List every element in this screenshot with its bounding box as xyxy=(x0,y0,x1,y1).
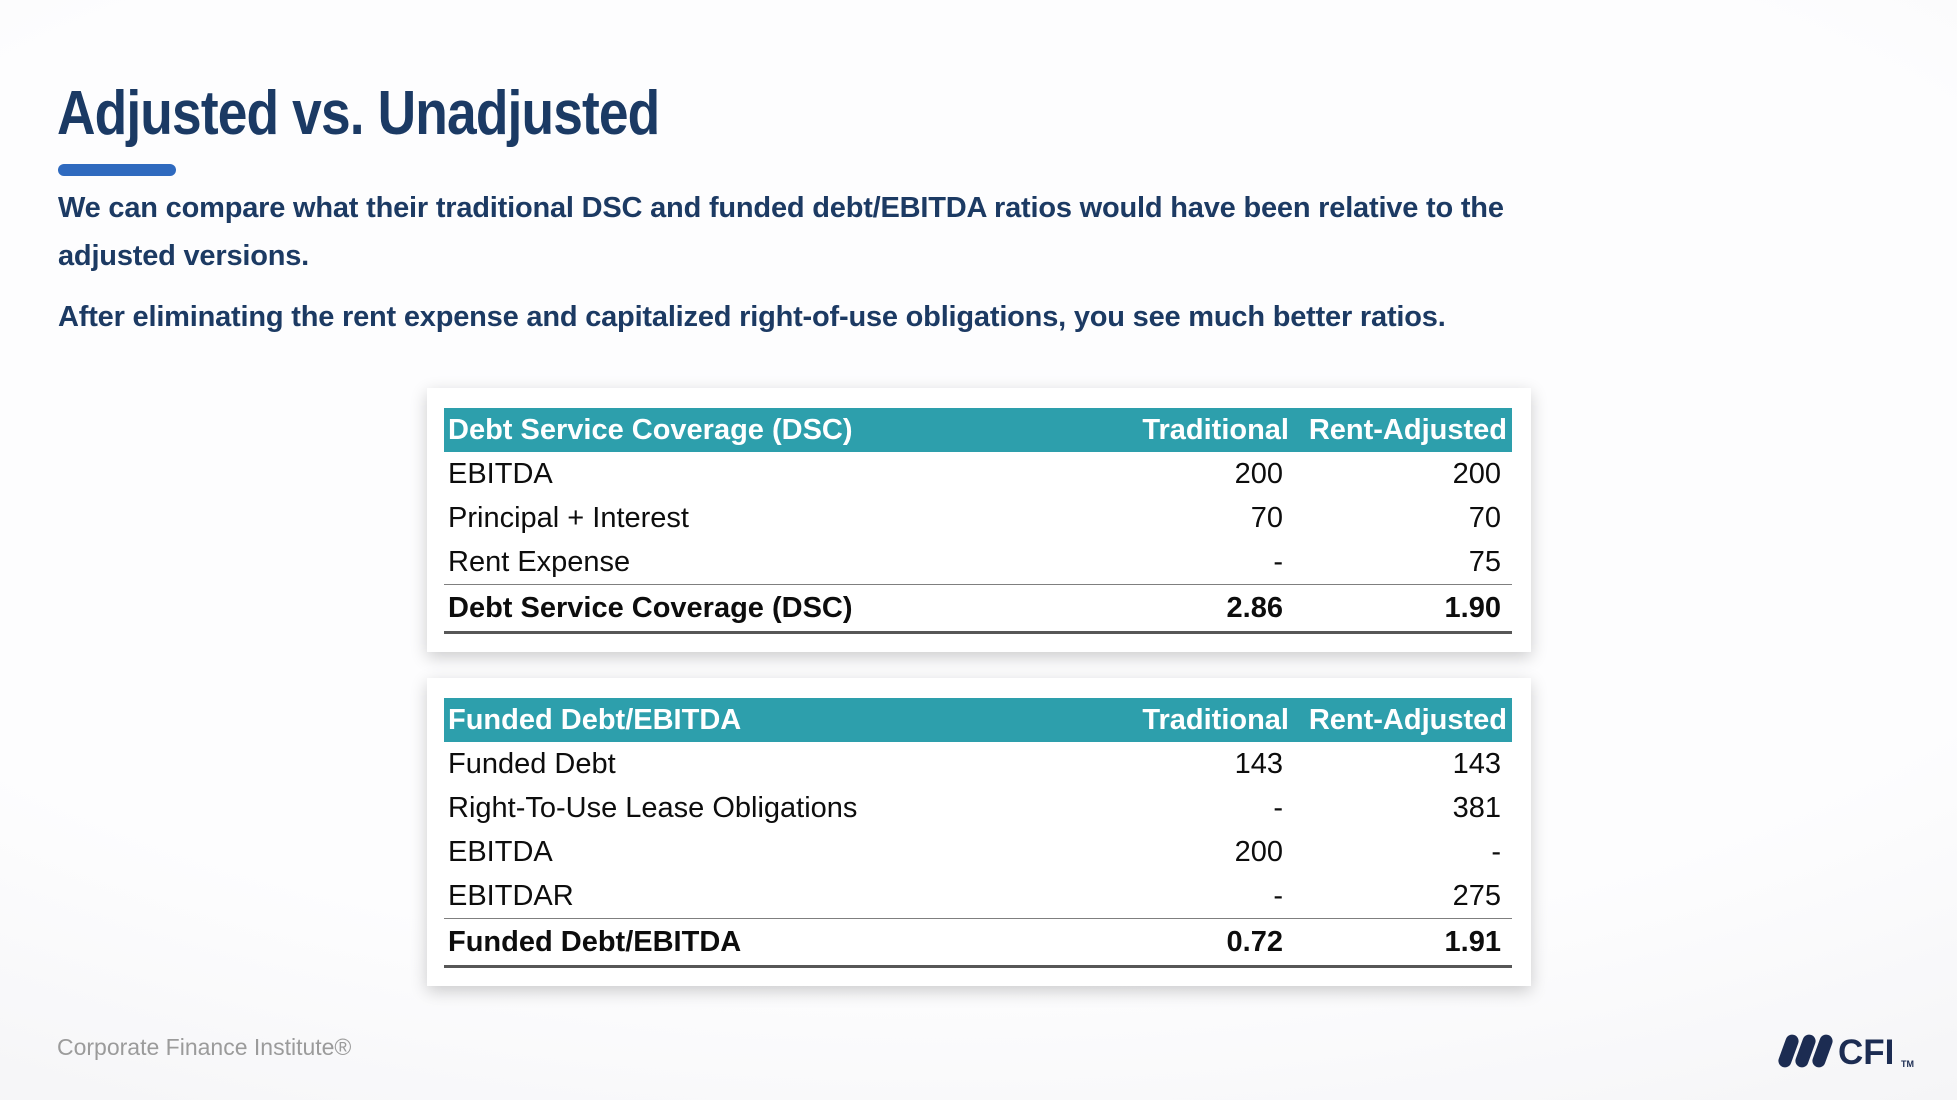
dsc-table: Debt Service Coverage (DSC) Traditional Re… xyxy=(444,408,1512,634)
table-cell: 200 xyxy=(1452,457,1501,490)
intro-paragraph: We can compare what their traditional DS… xyxy=(58,192,1504,272)
table-cell: Rent Expense xyxy=(444,540,1076,585)
table-row: Right-To-Use Lease Obligations - 381 xyxy=(444,786,1512,830)
table-row: Principal + Interest 70 70 xyxy=(444,496,1512,540)
table-cell: EBITDAR xyxy=(444,874,1076,919)
table-cell: - xyxy=(1076,874,1294,919)
table-cell: 200 xyxy=(1234,835,1283,868)
table-cell: 1.91 xyxy=(1294,918,1512,968)
table-cell: 70 xyxy=(1250,501,1283,534)
table-cell: - xyxy=(1491,835,1501,868)
table-cell: 75 xyxy=(1294,540,1512,585)
table-cell: 2.86 xyxy=(1076,584,1294,634)
table-total-row: Debt Service Coverage (DSC) 2.86 1.90 xyxy=(444,584,1512,634)
table-cell: 143 xyxy=(1234,747,1283,780)
table-cell: Funded Debt/EBITDA xyxy=(444,918,1076,968)
funded-debt-table: Funded Debt/EBITDA Traditional Rent-Adjust… xyxy=(444,698,1512,968)
table-header-cell: Traditional xyxy=(1076,408,1294,452)
table-cell: 70 xyxy=(1468,501,1501,534)
table-header-row: Debt Service Coverage (DSC) Traditional Re… xyxy=(444,408,1512,452)
table-cell: 0.72 xyxy=(1076,918,1294,968)
cfi-logo-tm: TM xyxy=(1901,1059,1914,1069)
table-row: Rent Expense -75 xyxy=(444,540,1512,585)
table-cell: 275 xyxy=(1294,874,1512,919)
table-cell: 200 xyxy=(1234,457,1283,490)
table-row: Funded Debt 143 143 xyxy=(444,742,1512,786)
table-header-cell: Funded Debt/EBITDA xyxy=(444,698,1076,742)
table-header-cell: Rent-Adjusted xyxy=(1294,698,1512,742)
table-row: EBITDA 200 - xyxy=(444,830,1512,874)
table-cell: EBITDA xyxy=(448,835,553,868)
table-header-row: Funded Debt/EBITDA Traditional Rent-Adjust… xyxy=(444,698,1512,742)
title-accent-bar xyxy=(58,164,176,176)
table-header-cell: Traditional xyxy=(1076,698,1294,742)
table-cell: 1.90 xyxy=(1294,584,1512,634)
conclusion-paragraph: After eliminating the rent expense and c… xyxy=(58,301,1446,333)
table-cell: Right-To-Use Lease Obligations xyxy=(448,791,858,824)
table-row: EBITDA 200 200 xyxy=(444,452,1512,496)
table-cell: 381 xyxy=(1452,791,1501,824)
table-cell: EBITDA xyxy=(448,457,553,490)
cfi-logo: CFI TM xyxy=(1778,1033,1914,1072)
table-cell: 143 xyxy=(1452,747,1501,780)
cfi-logo-bars-icon xyxy=(1778,1034,1833,1068)
table-cell: - xyxy=(1076,540,1294,585)
cfi-logo-text: CFI xyxy=(1838,1033,1894,1072)
table-cell: Principal + Interest xyxy=(448,501,689,534)
footer-brand-text: Corporate Finance Institute® xyxy=(57,1034,352,1060)
table-cell: - xyxy=(1273,791,1283,824)
table-total-row: Funded Debt/EBITDA 0.72 1.91 xyxy=(444,918,1512,968)
page-title: Adjusted vs. Unadjusted xyxy=(57,79,660,148)
table-header-cell: Rent-Adjusted xyxy=(1294,408,1512,452)
table-cell: Debt Service Coverage (DSC) xyxy=(444,584,1076,634)
table-header-cell: Debt Service Coverage (DSC) xyxy=(444,408,1076,452)
dsc-table-card: Debt Service Coverage (DSC) Traditional Re… xyxy=(427,388,1531,652)
table-row: EBITDAR -275 xyxy=(444,874,1512,919)
funded-debt-table-card: Funded Debt/EBITDA Traditional Rent-Adjust… xyxy=(427,678,1531,986)
table-cell: Funded Debt xyxy=(448,747,616,780)
